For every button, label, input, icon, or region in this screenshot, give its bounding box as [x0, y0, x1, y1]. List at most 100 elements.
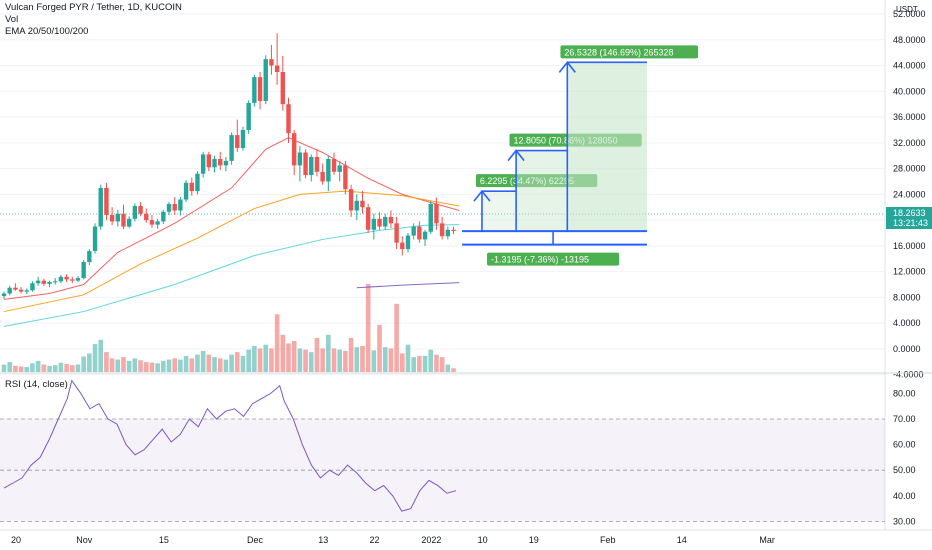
target-label: 12.8050 (70.86%) 128050 [513, 136, 617, 146]
volume-bar [149, 362, 155, 372]
volume-bar [183, 355, 189, 372]
time-tick-label: Mar [759, 535, 775, 545]
rsi-tick-label: 60.00 [893, 440, 916, 450]
candle-body [35, 280, 41, 284]
time-tick-label: 2022 [421, 535, 441, 545]
candle-body [286, 104, 291, 134]
candle-body [18, 289, 24, 292]
candle-body [121, 213, 126, 227]
price-axis[interactable]: 52.0000 48.0000 44.0000 40.0000 36.0000 32.00… [893, 9, 926, 380]
candle-body [371, 218, 377, 230]
volume-bar [360, 345, 365, 372]
candle-body [30, 283, 35, 291]
time-axis[interactable]: 20 Nov 15 Dec 13 22 2022 10 19 Feb 14 Mar [11, 535, 775, 545]
time-tick-label: 15 [159, 535, 169, 545]
time-tick-label: Nov [76, 535, 93, 545]
time-tick-label: 22 [369, 535, 379, 545]
rsi-pane [0, 379, 885, 522]
volume-bar [382, 347, 388, 372]
volume-bar [439, 357, 445, 372]
volume-bar [320, 348, 325, 372]
volume-bar [172, 358, 177, 372]
candlesticks[interactable] [1, 33, 456, 299]
rsi-line [3, 379, 457, 512]
candle-body [422, 231, 428, 240]
candle-body [309, 157, 314, 176]
volume-bar [303, 349, 308, 372]
volume-bar [434, 354, 439, 372]
volume-bar [161, 360, 166, 372]
candle-body [92, 226, 98, 252]
volume-bar [1, 364, 7, 372]
volume-bar [132, 358, 138, 372]
volume-bar [115, 359, 121, 372]
volume-bar [451, 368, 456, 372]
candle-body [263, 59, 268, 101]
volume-bar [280, 334, 286, 372]
candle-body [331, 158, 337, 172]
candle-body [445, 229, 451, 237]
price-grid [0, 13, 885, 376]
price-tick-label: 16.0000 [893, 241, 926, 251]
volume-bar [104, 352, 109, 372]
volume-bar [269, 348, 274, 372]
candle-body [189, 182, 194, 192]
target-label-bg [560, 45, 699, 59]
candle-body [235, 135, 240, 148]
candle-body [155, 221, 160, 225]
price-tick-label: 52.0000 [893, 9, 926, 19]
volume-bar [58, 362, 64, 372]
candle-body [240, 129, 246, 148]
candle-body [434, 204, 439, 224]
candle-body [377, 218, 382, 227]
volume-bar [200, 350, 206, 372]
volume-bar [257, 348, 263, 372]
candle-body [257, 77, 263, 101]
candle-body [365, 207, 371, 230]
candle-body [246, 102, 251, 130]
price-tick-label: 48.0000 [893, 35, 926, 45]
target-arrow-head [558, 61, 576, 73]
volume-bar [343, 350, 348, 372]
volume-bar [109, 358, 115, 372]
candle-body [269, 59, 274, 66]
volume-bar [394, 303, 399, 372]
price-tick-label: 44.0000 [893, 61, 926, 71]
time-tick-label: Dec [247, 535, 264, 545]
ema50-line [3, 190, 460, 313]
rsi-tick-label: 50.00 [893, 465, 916, 475]
time-tick-label: 14 [677, 535, 687, 545]
candle-body [212, 158, 217, 168]
candle-body [81, 261, 86, 279]
candle-body [64, 276, 69, 280]
volume-bar [189, 358, 195, 372]
candle-body [218, 158, 223, 166]
volume-bar [365, 283, 371, 372]
volume-bar [41, 364, 47, 372]
ema-lines [3, 137, 460, 327]
candle-body [206, 154, 212, 168]
ema20-line [3, 137, 460, 300]
volume-bar [234, 352, 240, 372]
volume-bar [24, 367, 30, 372]
candle-body [166, 204, 172, 212]
volume-bar [47, 365, 52, 372]
candle-body [47, 281, 52, 284]
candle-body [223, 160, 229, 166]
volume-legend: Vol [5, 14, 19, 25]
candle-body [138, 205, 143, 214]
ema200-line [356, 282, 460, 289]
volume-bar [7, 362, 12, 372]
price-tick-label: 28.0000 [893, 164, 926, 174]
volume-bar [35, 360, 41, 372]
projection-tool[interactable]: 6.2295 (34.47%) 62295 12.8050 (70.86%) 12… [462, 45, 699, 266]
rsi-axis[interactable]: 80.00 70.00 60.00 50.00 40.00 30.00 [893, 388, 916, 526]
candle-body [13, 287, 18, 290]
candle-body [388, 216, 394, 224]
volume-bar [64, 363, 69, 372]
candle-body [53, 281, 58, 283]
candle-body [326, 158, 331, 182]
candle-body [1, 293, 7, 297]
candle-body [320, 171, 325, 182]
